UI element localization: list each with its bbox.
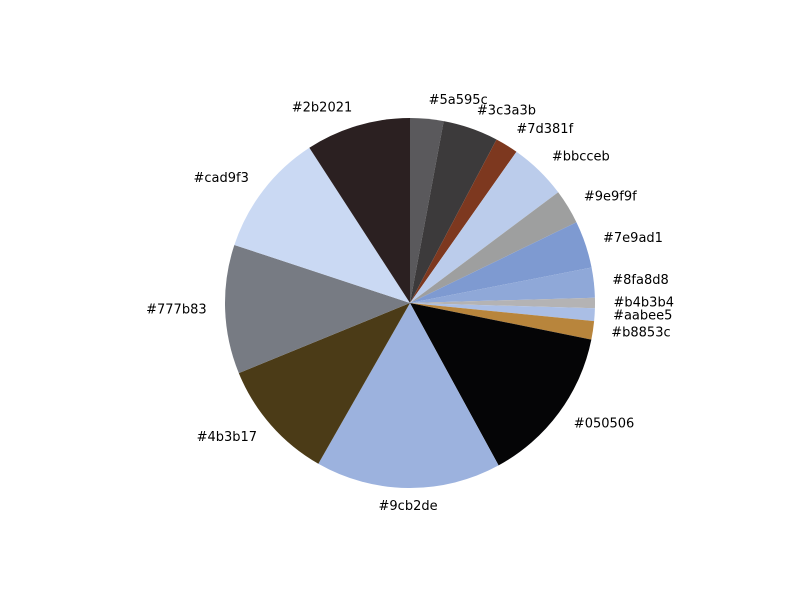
pie-label-cad9f3: #cad9f3 — [194, 171, 249, 186]
pie-label-777b83: #777b83 — [146, 303, 207, 318]
pie-label-2b2021: #2b2021 — [292, 100, 353, 115]
pie-label-bbcceb: #bbcceb — [552, 150, 610, 165]
pie-label-050506: #050506 — [574, 416, 635, 431]
pie-label-aabee5: #aabee5 — [613, 308, 672, 323]
pie-slices — [225, 118, 595, 488]
pie-label-9e9f9f: #9e9f9f — [584, 190, 637, 205]
pie-label-9cb2de: #9cb2de — [379, 499, 438, 514]
pie-label-7d381f: #7d381f — [516, 122, 573, 137]
pie-label-b8853c: #b8853c — [611, 326, 670, 341]
pie-label-3c3a3b: #3c3a3b — [477, 103, 536, 118]
pie-label-4b3b17: #4b3b17 — [197, 430, 257, 445]
pie-label-8fa8d8: #8fa8d8 — [612, 273, 669, 288]
pie-label-7e9ad1: #7e9ad1 — [603, 231, 663, 246]
